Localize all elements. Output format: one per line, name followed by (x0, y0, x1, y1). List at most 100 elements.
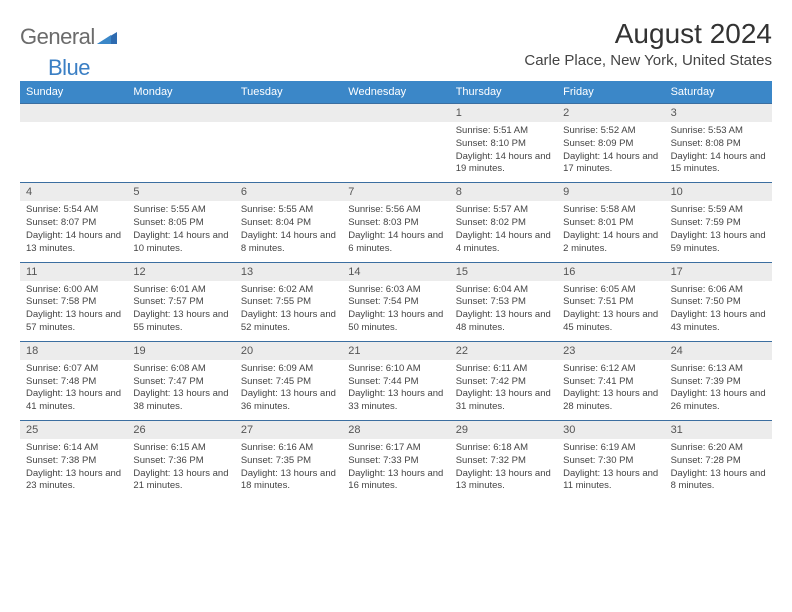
day-number: 11 (20, 263, 127, 281)
sunset-text: Sunset: 8:10 PM (456, 138, 551, 151)
calendar-day (20, 103, 127, 182)
sunrise-text: Sunrise: 6:16 AM (241, 442, 336, 455)
calendar-day: 12Sunrise: 6:01 AMSunset: 7:57 PMDayligh… (127, 262, 234, 341)
sunrise-text: Sunrise: 6:12 AM (563, 363, 658, 376)
calendar-day: 16Sunrise: 6:05 AMSunset: 7:51 PMDayligh… (557, 262, 664, 341)
calendar-header-row: Sunday Monday Tuesday Wednesday Thursday… (20, 81, 772, 103)
calendar-day: 22Sunrise: 6:11 AMSunset: 7:42 PMDayligh… (450, 341, 557, 420)
day-number: 21 (342, 342, 449, 360)
day-details: Sunrise: 6:10 AMSunset: 7:44 PMDaylight:… (342, 360, 449, 416)
day-number: 3 (665, 104, 772, 122)
sunset-text: Sunset: 7:28 PM (671, 455, 766, 468)
calendar-day (235, 103, 342, 182)
day-number: 6 (235, 183, 342, 201)
calendar-day: 14Sunrise: 6:03 AMSunset: 7:54 PMDayligh… (342, 262, 449, 341)
sunset-text: Sunset: 8:08 PM (671, 138, 766, 151)
sunrise-text: Sunrise: 5:52 AM (563, 125, 658, 138)
sunset-text: Sunset: 7:30 PM (563, 455, 658, 468)
day-number: 5 (127, 183, 234, 201)
col-saturday: Saturday (665, 81, 772, 103)
day-number: 4 (20, 183, 127, 201)
sunrise-text: Sunrise: 6:10 AM (348, 363, 443, 376)
calendar-day: 5Sunrise: 5:55 AMSunset: 8:05 PMDaylight… (127, 182, 234, 261)
sunrise-text: Sunrise: 6:07 AM (26, 363, 121, 376)
calendar-day: 27Sunrise: 6:16 AMSunset: 7:35 PMDayligh… (235, 420, 342, 499)
day-number (20, 104, 127, 122)
day-number: 20 (235, 342, 342, 360)
day-details: Sunrise: 6:07 AMSunset: 7:48 PMDaylight:… (20, 360, 127, 416)
calendar-day: 1Sunrise: 5:51 AMSunset: 8:10 PMDaylight… (450, 103, 557, 182)
day-number: 9 (557, 183, 664, 201)
calendar-week: 4Sunrise: 5:54 AMSunset: 8:07 PMDaylight… (20, 182, 772, 261)
col-thursday: Thursday (450, 81, 557, 103)
day-details: Sunrise: 5:55 AMSunset: 8:05 PMDaylight:… (127, 201, 234, 257)
sunrise-text: Sunrise: 6:03 AM (348, 284, 443, 297)
calendar-day (342, 103, 449, 182)
calendar-day: 7Sunrise: 5:56 AMSunset: 8:03 PMDaylight… (342, 182, 449, 261)
day-details: Sunrise: 6:01 AMSunset: 7:57 PMDaylight:… (127, 281, 234, 337)
daylight-text: Daylight: 13 hours and 57 minutes. (26, 309, 121, 335)
sunrise-text: Sunrise: 6:17 AM (348, 442, 443, 455)
daylight-text: Daylight: 13 hours and 50 minutes. (348, 309, 443, 335)
day-details: Sunrise: 6:00 AMSunset: 7:58 PMDaylight:… (20, 281, 127, 337)
daylight-text: Daylight: 14 hours and 19 minutes. (456, 151, 551, 177)
sunrise-text: Sunrise: 6:09 AM (241, 363, 336, 376)
title-block: August 2024 Carle Place, New York, Unite… (524, 18, 772, 69)
calendar-day: 9Sunrise: 5:58 AMSunset: 8:01 PMDaylight… (557, 182, 664, 261)
sunset-text: Sunset: 7:57 PM (133, 296, 228, 309)
day-details: Sunrise: 6:06 AMSunset: 7:50 PMDaylight:… (665, 281, 772, 337)
calendar-day: 6Sunrise: 5:55 AMSunset: 8:04 PMDaylight… (235, 182, 342, 261)
day-number: 1 (450, 104, 557, 122)
day-details: Sunrise: 6:03 AMSunset: 7:54 PMDaylight:… (342, 281, 449, 337)
daylight-text: Daylight: 14 hours and 8 minutes. (241, 230, 336, 256)
sunset-text: Sunset: 8:01 PM (563, 217, 658, 230)
day-details: Sunrise: 6:20 AMSunset: 7:28 PMDaylight:… (665, 439, 772, 495)
day-details (20, 122, 127, 127)
calendar-week: 11Sunrise: 6:00 AMSunset: 7:58 PMDayligh… (20, 262, 772, 341)
day-details (342, 122, 449, 127)
day-details: Sunrise: 6:14 AMSunset: 7:38 PMDaylight:… (20, 439, 127, 495)
brand-part2: Blue (48, 55, 90, 81)
sunrise-text: Sunrise: 6:20 AM (671, 442, 766, 455)
sunrise-text: Sunrise: 6:06 AM (671, 284, 766, 297)
sunrise-text: Sunrise: 6:00 AM (26, 284, 121, 297)
calendar-day: 25Sunrise: 6:14 AMSunset: 7:38 PMDayligh… (20, 420, 127, 499)
sunset-text: Sunset: 7:41 PM (563, 376, 658, 389)
sunrise-text: Sunrise: 5:59 AM (671, 204, 766, 217)
day-details: Sunrise: 6:18 AMSunset: 7:32 PMDaylight:… (450, 439, 557, 495)
daylight-text: Daylight: 13 hours and 36 minutes. (241, 388, 336, 414)
daylight-text: Daylight: 13 hours and 45 minutes. (563, 309, 658, 335)
location-label: Carle Place, New York, United States (524, 52, 772, 69)
day-details: Sunrise: 6:12 AMSunset: 7:41 PMDaylight:… (557, 360, 664, 416)
sunset-text: Sunset: 7:33 PM (348, 455, 443, 468)
sunset-text: Sunset: 7:54 PM (348, 296, 443, 309)
day-number: 2 (557, 104, 664, 122)
col-monday: Monday (127, 81, 234, 103)
calendar-day: 3Sunrise: 5:53 AMSunset: 8:08 PMDaylight… (665, 103, 772, 182)
daylight-text: Daylight: 13 hours and 18 minutes. (241, 468, 336, 494)
sunset-text: Sunset: 7:47 PM (133, 376, 228, 389)
daylight-text: Daylight: 13 hours and 33 minutes. (348, 388, 443, 414)
calendar-day: 30Sunrise: 6:19 AMSunset: 7:30 PMDayligh… (557, 420, 664, 499)
day-number: 14 (342, 263, 449, 281)
sunset-text: Sunset: 7:39 PM (671, 376, 766, 389)
calendar-day: 26Sunrise: 6:15 AMSunset: 7:36 PMDayligh… (127, 420, 234, 499)
brand-logo: General (20, 24, 119, 50)
daylight-text: Daylight: 14 hours and 2 minutes. (563, 230, 658, 256)
day-number: 28 (342, 421, 449, 439)
day-details: Sunrise: 5:52 AMSunset: 8:09 PMDaylight:… (557, 122, 664, 178)
sunrise-text: Sunrise: 6:19 AM (563, 442, 658, 455)
sunset-text: Sunset: 7:32 PM (456, 455, 551, 468)
day-details: Sunrise: 6:17 AMSunset: 7:33 PMDaylight:… (342, 439, 449, 495)
sunrise-text: Sunrise: 5:55 AM (241, 204, 336, 217)
sunrise-text: Sunrise: 6:04 AM (456, 284, 551, 297)
sunrise-text: Sunrise: 6:11 AM (456, 363, 551, 376)
daylight-text: Daylight: 13 hours and 38 minutes. (133, 388, 228, 414)
day-number: 16 (557, 263, 664, 281)
daylight-text: Daylight: 13 hours and 21 minutes. (133, 468, 228, 494)
sunrise-text: Sunrise: 6:18 AM (456, 442, 551, 455)
daylight-text: Daylight: 14 hours and 10 minutes. (133, 230, 228, 256)
calendar-day (127, 103, 234, 182)
calendar-day: 31Sunrise: 6:20 AMSunset: 7:28 PMDayligh… (665, 420, 772, 499)
daylight-text: Daylight: 13 hours and 55 minutes. (133, 309, 228, 335)
